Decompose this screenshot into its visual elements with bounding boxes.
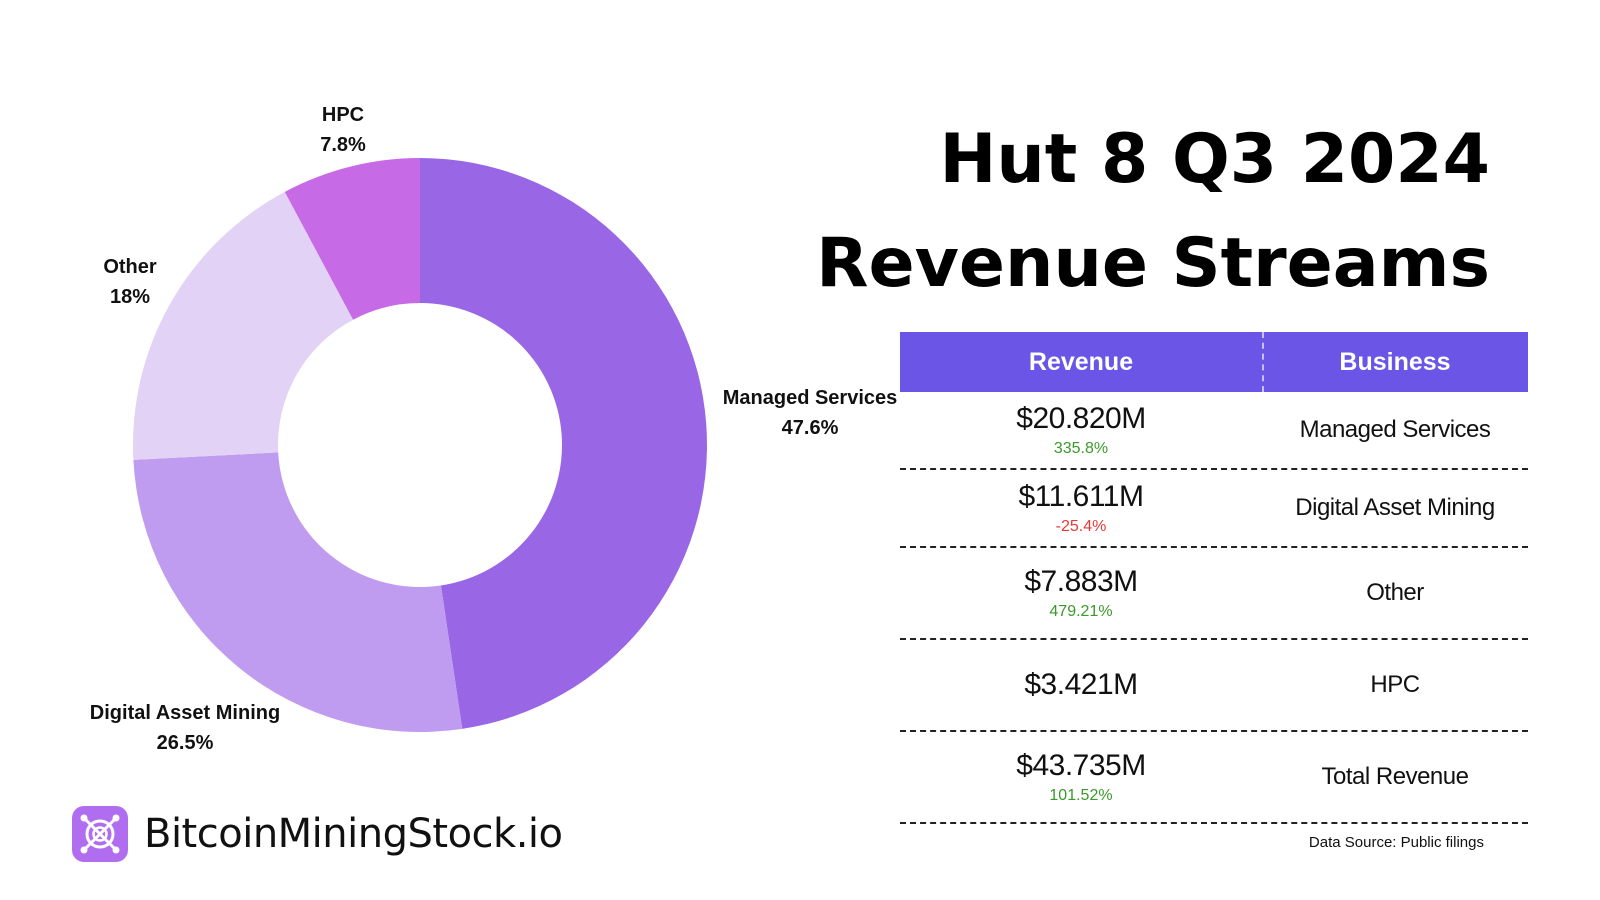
title-line-1: Hut 8 Q3 2024 <box>939 120 1490 199</box>
slice-percent-label: 7.8% <box>320 134 366 156</box>
donut-slice-hpc <box>284 158 420 320</box>
business-cell: Other <box>1366 579 1424 606</box>
revenue-change: 101.52% <box>1049 787 1113 804</box>
slice-label: Other <box>103 256 157 278</box>
revenue-amount: $11.611M <box>1018 480 1144 513</box>
donut-slice-managed-services <box>420 158 708 729</box>
slice-label: Managed Services <box>723 387 898 409</box>
header-revenue: Revenue <box>1028 347 1134 376</box>
slice-label: HPC <box>322 104 364 126</box>
brand-name: BitcoinMiningStock.io <box>144 811 563 857</box>
revenue-cell: $20.820M 335.8% <box>900 402 1262 458</box>
revenue-change: 335.8% <box>1053 440 1109 457</box>
revenue-amount: $43.735M <box>1016 749 1146 782</box>
slice-percent-label: 47.6% <box>782 417 839 439</box>
table-row: $20.820M 335.8% Managed Services <box>900 392 1528 470</box>
donut-slice-digital-asset-mining <box>133 452 463 732</box>
donut-slice-other <box>132 191 354 460</box>
revenue-change: 479.21% <box>1049 603 1113 620</box>
table-header: Revenue Business <box>900 332 1528 392</box>
mining-logo-icon <box>72 806 128 862</box>
donut-chart: Managed Services 47.6% Digital Asset Minin… <box>90 104 898 754</box>
business-cell-total: Total Revenue <box>1321 763 1469 790</box>
slice-percent-label: 18% <box>110 286 150 308</box>
data-source-note: Data Source: Public filings <box>1308 834 1484 851</box>
business-cell: Digital Asset Mining <box>1295 494 1495 521</box>
table-row: $7.883M 479.21% Other <box>900 548 1528 640</box>
header-business: Business <box>1339 347 1451 376</box>
brand[interactable]: BitcoinMiningStock.io <box>72 806 563 862</box>
table-row: $3.421M HPC <box>900 640 1528 732</box>
header-divider <box>1262 332 1264 392</box>
business-cell: Managed Services <box>1299 416 1491 443</box>
chart-title: Hut 8 Q3 2024 Revenue Streams <box>816 108 1490 316</box>
revenue-cell: $43.735M 101.52% <box>900 749 1262 805</box>
title-line-2: Revenue Streams <box>816 224 1490 303</box>
revenue-cell: $7.883M 479.21% <box>900 565 1262 621</box>
revenue-table: Revenue Business $20.820M 335.8% Managed… <box>900 332 1528 824</box>
slice-percent-label: 26.5% <box>157 732 214 754</box>
revenue-change: -25.4% <box>1055 518 1107 535</box>
business-cell: HPC <box>1370 671 1420 698</box>
table-row: $11.611M -25.4% Digital Asset Mining <box>900 470 1528 548</box>
table-row: $43.735M 101.52% Total Revenue <box>900 732 1528 824</box>
slice-label: Digital Asset Mining <box>90 702 280 724</box>
revenue-amount: $7.883M <box>1024 565 1138 598</box>
revenue-cell: $3.421M <box>900 668 1262 702</box>
revenue-amount: $20.820M <box>1016 402 1146 435</box>
revenue-amount: $3.421M <box>1024 668 1138 701</box>
revenue-cell: $11.611M -25.4% <box>900 480 1262 536</box>
